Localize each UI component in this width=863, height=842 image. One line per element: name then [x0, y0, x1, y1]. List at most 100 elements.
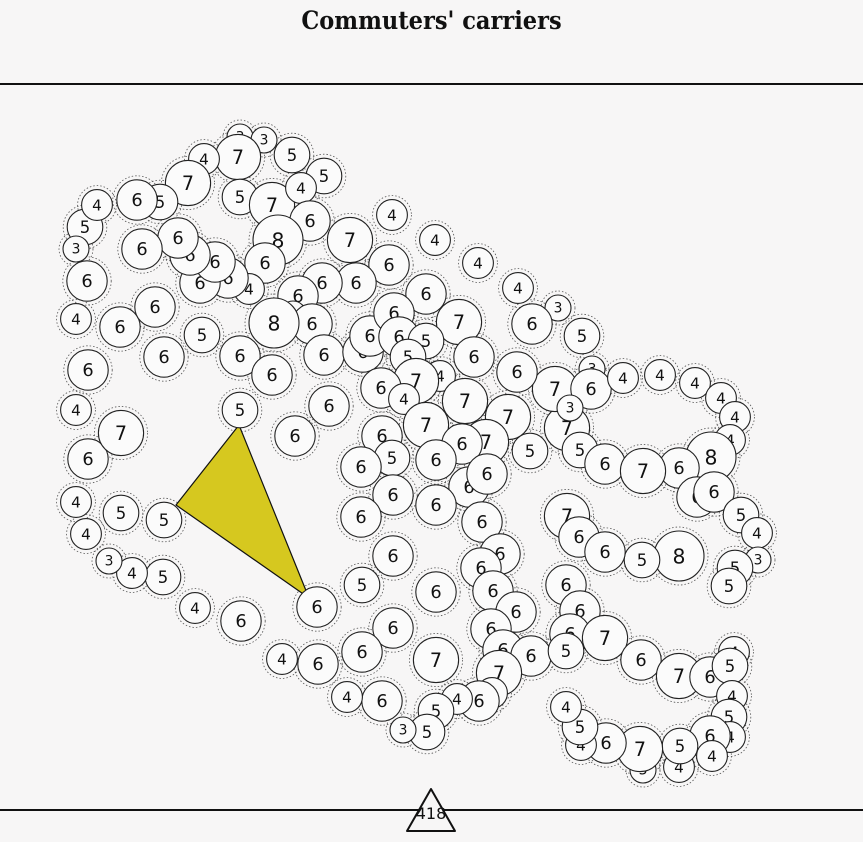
node-circle[interactable]	[462, 247, 494, 279]
node-circle[interactable]	[372, 607, 414, 649]
node-circle[interactable]	[62, 235, 90, 263]
node[interactable]: 5	[221, 391, 259, 429]
node[interactable]: 6	[219, 335, 261, 377]
node[interactable]: 6	[296, 586, 338, 628]
node[interactable]: 4	[644, 359, 676, 391]
node-circle[interactable]	[389, 716, 417, 744]
node-circle[interactable]	[99, 306, 141, 348]
node-circle[interactable]	[376, 199, 408, 231]
node[interactable]: 5	[563, 317, 601, 355]
node-circle[interactable]	[164, 159, 212, 207]
node[interactable]: 6	[340, 496, 382, 538]
node[interactable]: 6	[466, 453, 508, 495]
node-circle[interactable]	[550, 691, 582, 723]
node[interactable]: 6	[372, 607, 414, 649]
node-circle[interactable]	[710, 567, 748, 605]
node[interactable]: 4	[266, 643, 298, 675]
node[interactable]: 4	[419, 224, 451, 256]
node-circle[interactable]	[340, 446, 382, 488]
node[interactable]: 6	[116, 179, 158, 221]
game-board[interactable]: 3374557574674444356766666864666666565436…	[0, 0, 863, 810]
node-circle[interactable]	[116, 179, 158, 221]
node[interactable]: 4	[679, 367, 711, 399]
node[interactable]: 5	[511, 432, 549, 470]
node[interactable]: 5	[102, 494, 140, 532]
node-circle[interactable]	[97, 409, 145, 457]
node[interactable]: 4	[502, 272, 534, 304]
node[interactable]: 6	[693, 471, 735, 513]
node-circle[interactable]	[81, 189, 113, 221]
node-circle[interactable]	[644, 359, 676, 391]
node[interactable]: 4	[388, 383, 420, 415]
node-circle[interactable]	[405, 273, 447, 315]
node-circle[interactable]	[326, 216, 374, 264]
node[interactable]: 6	[67, 438, 109, 480]
selected-triangle[interactable]	[175, 424, 310, 599]
node[interactable]: 6	[274, 415, 316, 457]
node[interactable]: 3	[62, 235, 90, 263]
node-circle[interactable]	[296, 586, 338, 628]
node[interactable]: 6	[372, 535, 414, 577]
node[interactable]: 5	[661, 727, 699, 765]
node[interactable]: 6	[157, 217, 199, 259]
node-circle[interactable]	[466, 453, 508, 495]
node-circle[interactable]	[274, 415, 316, 457]
node[interactable]: 5	[623, 541, 661, 579]
node-circle[interactable]	[368, 244, 410, 286]
node[interactable]: 6	[251, 354, 293, 396]
node[interactable]: 4	[462, 247, 494, 279]
node[interactable]: 6	[511, 303, 553, 345]
node-circle[interactable]	[453, 336, 495, 378]
node[interactable]: 5	[710, 567, 748, 605]
node-circle[interactable]	[511, 432, 549, 470]
node-circle[interactable]	[461, 501, 503, 543]
node-circle[interactable]	[143, 336, 185, 378]
node[interactable]: 6	[415, 439, 457, 481]
node-circle[interactable]	[547, 632, 585, 670]
node[interactable]: 6	[308, 385, 350, 427]
node-circle[interactable]	[343, 566, 381, 604]
node-circle[interactable]	[251, 354, 293, 396]
node-circle[interactable]	[219, 335, 261, 377]
node[interactable]: 4	[741, 517, 773, 549]
node[interactable]: 4	[60, 486, 92, 518]
node[interactable]: 6	[297, 643, 339, 685]
node[interactable]: 4	[376, 199, 408, 231]
node-circle[interactable]	[415, 484, 457, 526]
node[interactable]: 7	[435, 298, 483, 346]
node[interactable]: 6	[361, 680, 403, 722]
node[interactable]: 6	[415, 571, 457, 613]
node-circle[interactable]	[340, 496, 382, 538]
node-circle[interactable]	[297, 643, 339, 685]
node[interactable]: 7	[655, 652, 703, 700]
node[interactable]: 6	[584, 443, 626, 485]
node-circle[interactable]	[244, 242, 286, 284]
node[interactable]: 8	[653, 530, 705, 582]
node-circle[interactable]	[372, 474, 414, 516]
node-circle[interactable]	[570, 368, 612, 410]
node-circle[interactable]	[66, 260, 108, 302]
node[interactable]: 8	[248, 297, 300, 349]
node-circle[interactable]	[179, 592, 211, 624]
node[interactable]: 3	[556, 394, 584, 422]
node[interactable]: 7	[97, 409, 145, 457]
node-circle[interactable]	[607, 362, 639, 394]
node-circle[interactable]	[102, 494, 140, 532]
node[interactable]: 4	[550, 691, 582, 723]
node[interactable]: 6	[134, 286, 176, 328]
node[interactable]: 7	[581, 614, 629, 662]
node[interactable]: 6	[584, 531, 626, 573]
node-circle[interactable]	[266, 643, 298, 675]
node[interactable]: 6	[340, 446, 382, 488]
node[interactable]: 6	[244, 242, 286, 284]
node-circle[interactable]	[556, 394, 584, 422]
node[interactable]: 4	[607, 362, 639, 394]
node-circle[interactable]	[308, 385, 350, 427]
node-circle[interactable]	[581, 614, 629, 662]
node[interactable]: 5	[144, 558, 182, 596]
node-circle[interactable]	[623, 541, 661, 579]
node-circle[interactable]	[67, 349, 109, 391]
node-circle[interactable]	[60, 394, 92, 426]
node-circle[interactable]	[502, 272, 534, 304]
node-circle[interactable]	[696, 740, 728, 772]
